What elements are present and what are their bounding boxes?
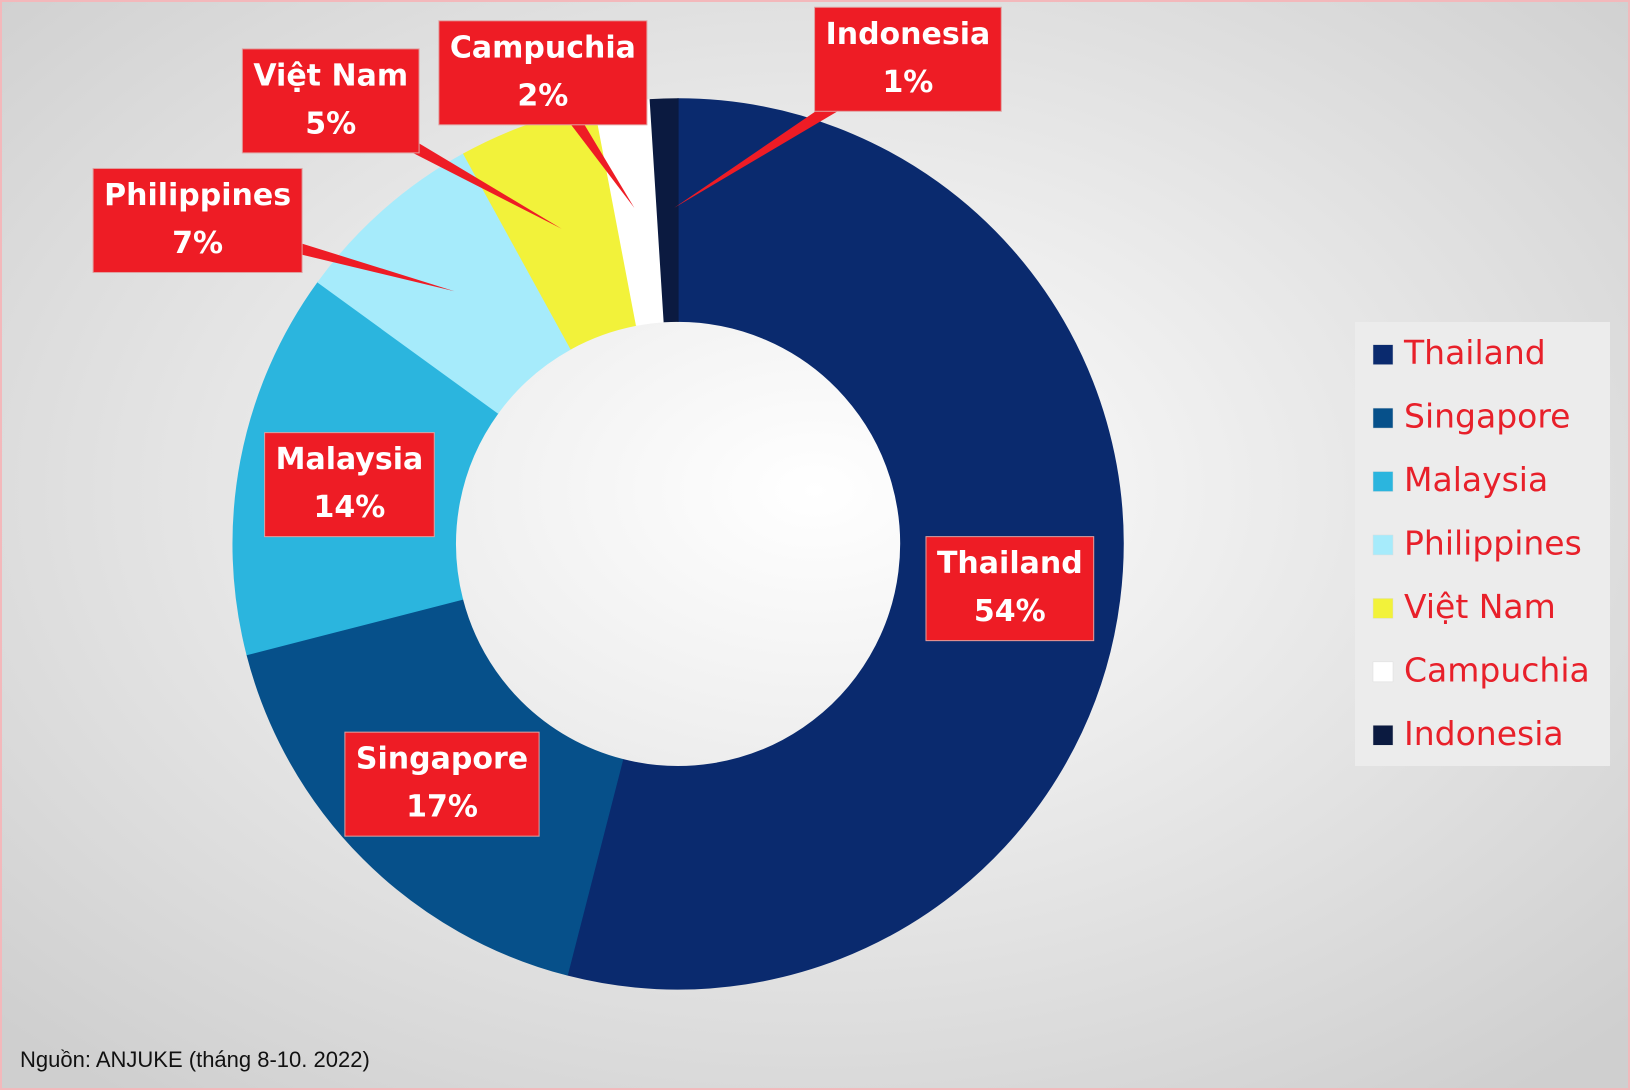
label-box [241, 48, 420, 154]
label-name: Việt Nam [253, 58, 408, 93]
label-name: Singapore [356, 742, 528, 777]
label-name: Indonesia [826, 17, 991, 52]
label-box [264, 432, 435, 538]
label-value: 1% [882, 65, 933, 100]
data-label: Việt Nam 5% [253, 58, 408, 141]
label-value: 54% [974, 594, 1046, 629]
data-label: Malaysia 14% [276, 442, 424, 525]
legend-swatch [1372, 534, 1394, 556]
label-value: 7% [172, 226, 223, 261]
label-name: Philippines [104, 178, 291, 213]
label-box [438, 20, 648, 126]
label-value: 14% [314, 490, 386, 525]
source-note: Nguồn: ANJUKE (tháng 8-10. 2022) [20, 1047, 370, 1072]
legend-swatch [1372, 661, 1394, 683]
data-label: Campuchia 2% [450, 30, 636, 113]
label-box [814, 6, 1002, 112]
label-name: Campuchia [450, 30, 636, 65]
label-value: 17% [406, 790, 478, 825]
legend-label: Thailand [1403, 333, 1546, 372]
data-label: Philippines 7% [104, 178, 291, 261]
legend-label: Philippines [1404, 523, 1582, 562]
legend-swatch [1372, 407, 1394, 429]
data-label: Thailand 54% [937, 546, 1083, 629]
slice [566, 98, 1124, 990]
label-name: Malaysia [276, 442, 424, 477]
legend-label: Việt Nam [1404, 587, 1556, 626]
label-value: 5% [305, 106, 356, 141]
legend-swatch [1372, 471, 1394, 492]
label-name: Thailand [937, 546, 1083, 581]
legend-box [1355, 322, 1610, 766]
legend-label: Campuchia [1404, 650, 1590, 689]
data-label: Indonesia 1% [826, 17, 991, 100]
slice [649, 98, 679, 323]
label-value: 2% [517, 78, 568, 113]
label-box [92, 167, 303, 273]
legend-swatch [1372, 725, 1394, 746]
label-box [344, 731, 540, 837]
legend-swatch [1372, 344, 1394, 365]
legend-label: Indonesia [1404, 714, 1564, 753]
data-label: Singapore 17% [356, 742, 528, 825]
label-box [925, 536, 1095, 642]
legend-label: Singapore [1404, 397, 1570, 436]
legend-swatch [1372, 598, 1394, 619]
legend-label: Malaysia [1404, 460, 1548, 499]
